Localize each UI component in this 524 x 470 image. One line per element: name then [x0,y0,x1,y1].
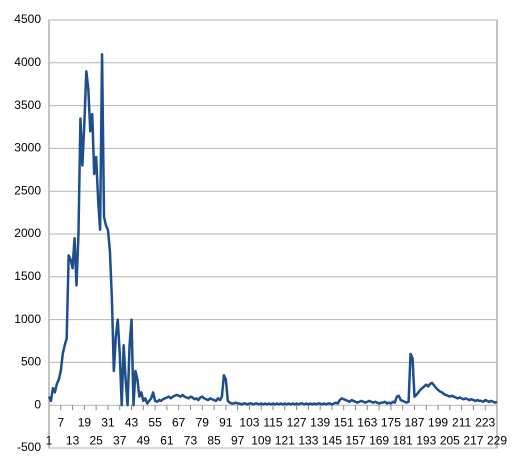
x-tick-label: 31 [101,415,115,429]
x-tick-label: 13 [66,433,80,447]
x-tick-label: 37 [113,433,127,447]
x-tick-label: 193 [416,433,436,447]
x-tick-label: 25 [89,433,103,447]
y-tick-label: 4500 [14,12,41,26]
x-tick-label: 55 [148,415,162,429]
x-tick-label: 79 [196,415,210,429]
x-tick-label: 187 [404,415,424,429]
x-tick-label: 169 [369,433,389,447]
x-tick-label: 7 [57,415,64,429]
data-line [47,52,498,407]
y-tick-label: -500 [17,440,41,454]
x-tick-label: 157 [346,433,366,447]
x-tick-label: 133 [298,433,318,447]
x-tick-label: 43 [125,415,139,429]
x-tick-label: 19 [78,415,92,429]
y-tick-label: 0 [34,397,41,411]
x-tick-label: 199 [428,415,448,429]
x-tick-label: 145 [322,433,342,447]
x-tick-label: 163 [357,415,377,429]
x-tick-label: 127 [287,415,307,429]
x-tick-label: 103 [239,415,259,429]
x-tick-label: 121 [275,433,295,447]
x-tick-label: 73 [184,433,198,447]
x-tick-label: 229 [487,433,507,447]
x-tick-label: 85 [207,433,221,447]
x-tick-label: 91 [219,415,233,429]
x-tick-label: 61 [160,433,174,447]
x-tick-label: 139 [310,415,330,429]
x-tick-label: 97 [231,433,245,447]
x-tick-label: 217 [463,433,483,447]
x-tick-label: 1 [46,433,53,447]
y-tick-label: 1500 [14,269,41,283]
x-tick-label: 109 [251,433,271,447]
x-tick-label: 175 [381,415,401,429]
y-tick-label: 500 [21,355,41,369]
x-tick-label: 115 [263,415,282,429]
x-tick-label: 49 [137,433,151,447]
y-tick-label: 3500 [14,98,41,112]
y-tick-label: 1000 [14,312,41,326]
x-tick-label: 67 [172,415,186,429]
x-tick-label: 151 [334,415,354,429]
y-tick-label: 3000 [14,141,41,155]
y-tick-label: 4000 [14,55,41,69]
y-tick-label: 2000 [14,226,41,240]
x-tick-label: 211 [452,415,471,429]
x-tick-label: 205 [440,433,460,447]
x-tick-label: 181 [393,433,413,447]
x-tick-label: 223 [475,415,495,429]
y-tick-label: 2500 [14,183,41,197]
